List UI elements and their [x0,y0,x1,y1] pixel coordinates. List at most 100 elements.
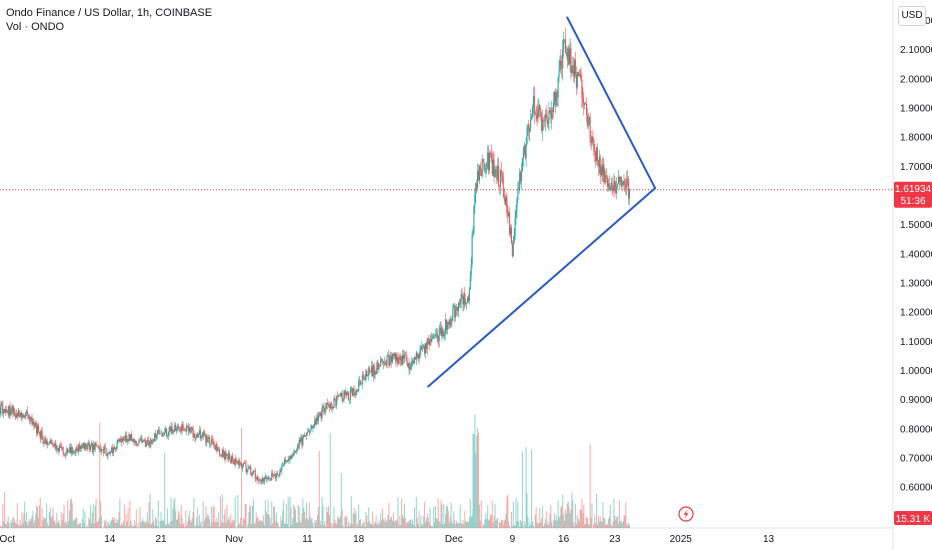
candle-body [304,434,306,436]
candle-body [618,176,620,182]
candle-body [608,183,610,191]
candle-body [208,437,210,439]
volume-bar [382,519,384,528]
volume-bar [542,526,545,528]
volume-indicator-label[interactable]: Vol · ONDO [6,21,65,33]
volume-bar [607,518,609,528]
candle-body [192,427,194,437]
volume-bar [309,515,311,528]
price-axis[interactable]: 0.500000.600000.700000.800000.900001.000… [900,16,932,523]
volume-bar [288,527,290,528]
volume-bar [488,520,490,528]
volume-bar [289,496,291,528]
price-tick-label: 0.90000 [900,395,932,406]
candle-body [521,158,523,171]
candle-body [20,412,22,417]
volume-bar [118,512,120,528]
currency-button[interactable]: USD [898,6,926,26]
candle-body [505,196,507,205]
candle-body [259,479,261,481]
price-tick-label: 1.30000 [900,278,932,289]
volume-bar [117,519,119,528]
volume-bar [244,503,246,528]
candle-body [14,409,16,415]
volume-bar [224,508,226,528]
volume-bar [411,523,413,528]
volume-bar [331,527,333,528]
triangle-trendlines[interactable] [427,16,657,388]
candle-body [456,307,459,311]
candle-body [78,444,80,452]
candle-body [337,395,339,397]
time-axis[interactable]: Oct 14 21 Nov 11 18 Dec 9 16 23 2025 13 [0,534,775,545]
volume-bar [523,521,525,528]
candle-body [134,441,136,443]
candle-body [171,426,173,434]
volume-bar [413,524,415,528]
candle-body [8,405,10,416]
volume-bar [325,526,327,528]
candle-body [421,346,423,348]
candle-body [542,119,545,121]
candle-body [38,431,40,433]
volume-bar [608,516,610,528]
volume-bar [73,519,75,528]
candle-body [269,478,271,480]
candle-body [476,183,478,188]
volume-bar [334,520,336,528]
candle-body [502,176,504,190]
candle-body [522,149,524,159]
volume-bar [586,518,588,528]
candle-body [377,362,379,370]
volume-bar [197,507,199,528]
candle-body [488,152,490,171]
trendline[interactable] [566,16,657,190]
candle-body [320,412,322,419]
candle-body [481,159,483,176]
volume-bar [10,520,12,528]
volume-bar [470,517,472,528]
volume-bar [89,519,91,528]
volume-bar [93,523,95,528]
symbol-title[interactable]: Ondo Finance / US Dollar, 1h, COINBASE [6,7,213,19]
candle-body [260,479,262,483]
volume-bar [225,522,227,528]
volume-bar [386,520,388,528]
flash-icon[interactable] [678,506,694,522]
volume-bar [249,505,251,528]
candle-body [107,453,109,457]
volume-bar [548,525,550,528]
candle-body [122,437,125,440]
volume-bar [144,523,147,528]
candle-body [592,136,594,140]
volume-bar [431,526,433,528]
volume-bar [1,526,3,528]
candle-body [31,417,33,425]
volume-bar [182,524,184,528]
volume-bar [187,521,189,528]
candle-body [182,423,184,428]
volume-bar [420,515,422,528]
trendline[interactable] [427,187,657,388]
candle-body [375,372,377,375]
volume-bar [574,503,577,528]
volume-bar [144,521,146,528]
candle-body [224,451,226,460]
candle-body [576,71,578,88]
candle-body [428,341,430,345]
volume-bar [314,519,316,528]
volume-bar [202,501,204,528]
volume-bar [135,509,137,528]
candle-body [271,472,273,481]
candle-body [407,363,409,366]
volume-bar [141,521,143,528]
candle-body [258,479,260,481]
time-tick-label: 16 [558,534,570,545]
volume-bar [303,507,305,528]
candle-body [55,443,57,450]
price-tick-label: 1.90000 [900,103,932,114]
candle-body [368,368,370,376]
volume-bar [287,497,289,528]
